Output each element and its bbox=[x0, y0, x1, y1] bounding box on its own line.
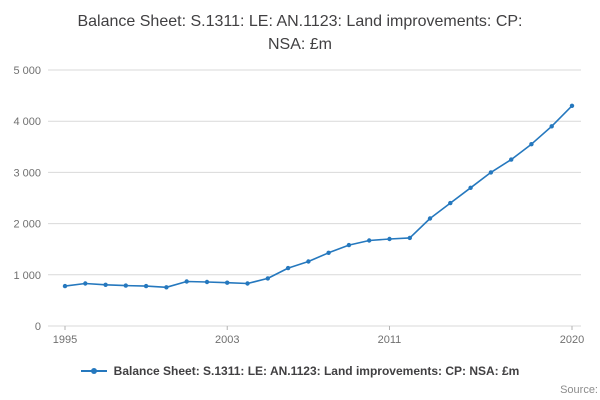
data-line bbox=[64, 105, 573, 289]
data-point[interactable] bbox=[225, 280, 230, 286]
data-point[interactable] bbox=[204, 280, 210, 285]
data-point[interactable] bbox=[103, 282, 108, 288]
data-point[interactable] bbox=[427, 216, 433, 222]
data-point[interactable] bbox=[367, 238, 372, 244]
data-point[interactable] bbox=[468, 185, 473, 191]
data-point[interactable] bbox=[164, 285, 169, 290]
data-point[interactable] bbox=[245, 281, 250, 287]
data-point[interactable] bbox=[83, 281, 88, 287]
y-axis-label: 1 000 bbox=[13, 270, 41, 282]
data-point[interactable] bbox=[285, 266, 291, 271]
data-point[interactable] bbox=[407, 236, 412, 241]
data-point[interactable] bbox=[62, 284, 68, 289]
line-chart: 0 1 000 2 000 3 000 4 000 5 000 1995 2003 2011 20… bbox=[13, 65, 584, 346]
data-point[interactable] bbox=[265, 276, 270, 281]
data-point[interactable] bbox=[143, 284, 149, 289]
y-axis-label: 2 000 bbox=[13, 219, 41, 231]
legend-label: Balance Sheet: S.1311: LE: AN.1123: Land… bbox=[113, 364, 520, 379]
data-point[interactable] bbox=[549, 124, 554, 129]
data-point[interactable] bbox=[448, 201, 453, 206]
x-axis-label: 2003 bbox=[215, 334, 239, 346]
data-point[interactable] bbox=[387, 237, 392, 242]
data-point[interactable] bbox=[326, 250, 331, 256]
data-point[interactable] bbox=[184, 279, 189, 285]
data-point[interactable] bbox=[123, 283, 128, 289]
y-axis-label: 0 bbox=[35, 321, 41, 333]
y-axis-label: 5 000 bbox=[13, 65, 41, 77]
legend-line-icon bbox=[80, 368, 107, 375]
data-point[interactable] bbox=[569, 103, 575, 109]
x-axis-label: 2020 bbox=[560, 334, 584, 346]
y-axis-label: 3 000 bbox=[13, 168, 41, 180]
data-point[interactable] bbox=[509, 157, 514, 163]
y-axis-label: 4 000 bbox=[13, 117, 41, 129]
x-axis-label: 2011 bbox=[378, 334, 402, 346]
chart-title: Balance Sheet: S.1311: LE: AN.1123: Land… bbox=[77, 13, 523, 54]
source-label: Source: bbox=[560, 384, 598, 396]
data-point[interactable] bbox=[529, 142, 534, 147]
data-point[interactable] bbox=[306, 259, 311, 265]
x-axis-label: 1995 bbox=[53, 334, 77, 346]
data-point[interactable] bbox=[346, 243, 352, 248]
data-point[interactable] bbox=[488, 170, 494, 175]
legend-item[interactable]: Balance Sheet: S.1311: LE: AN.1123: Land… bbox=[0, 364, 600, 378]
